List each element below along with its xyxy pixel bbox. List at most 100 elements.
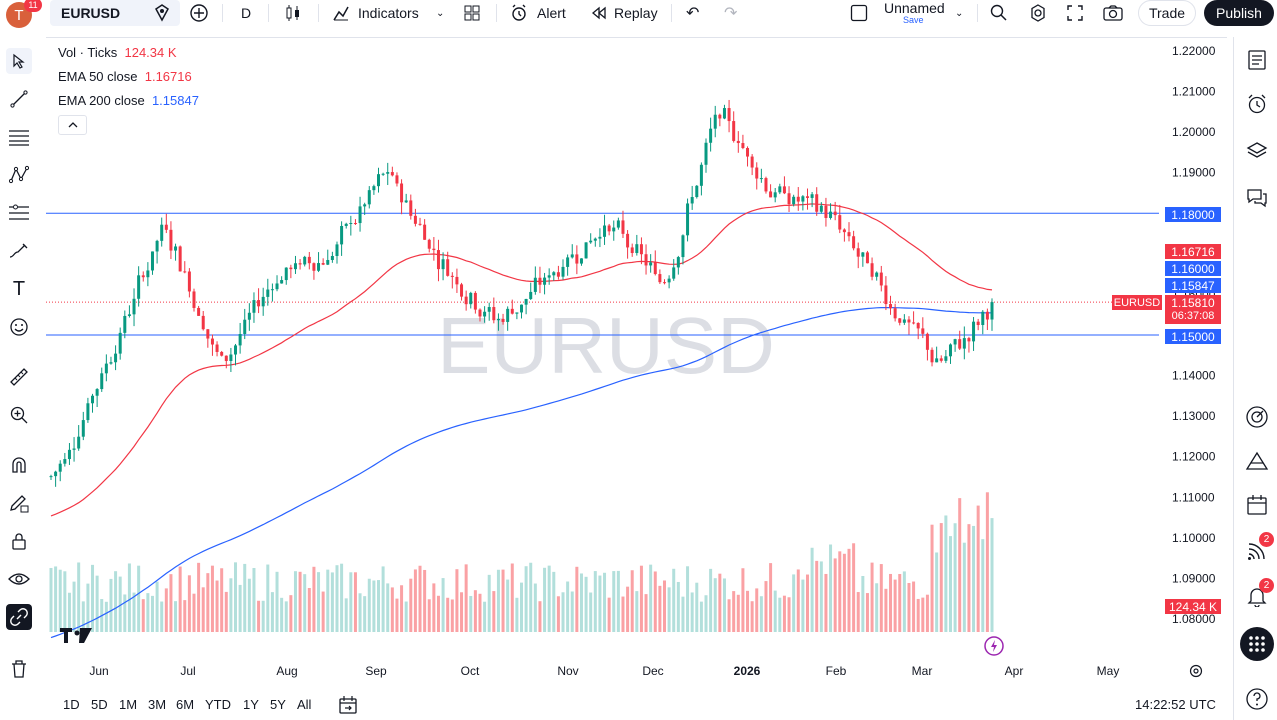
camera-snapshot-icon[interactable]	[1102, 0, 1124, 26]
layout-name[interactable]: Unnamed	[884, 0, 945, 16]
chevron-down-icon[interactable]: ⌄	[955, 7, 964, 19]
help-icon[interactable]	[1244, 686, 1270, 712]
text-tool-icon[interactable]: T	[12, 277, 26, 300]
volume-bar	[746, 590, 750, 632]
timeframe-all[interactable]: All	[297, 697, 312, 712]
layout-save-label[interactable]: Save	[903, 15, 924, 25]
timeframe-1m[interactable]: 1M	[119, 697, 138, 712]
ema50-legend[interactable]: EMA 50 close 1.16716	[58, 69, 192, 84]
candle	[944, 349, 948, 364]
volume-bar	[501, 569, 505, 632]
cursor-icon[interactable]	[6, 48, 32, 74]
volume-legend[interactable]: Vol · Ticks 124.34 K	[58, 45, 177, 60]
candle	[284, 267, 288, 285]
candle	[981, 310, 985, 335]
lock-icon[interactable]	[6, 528, 32, 554]
ruler-icon[interactable]	[6, 364, 32, 390]
ema200-legend[interactable]: EMA 200 close 1.15847	[58, 93, 199, 108]
zoom-in-icon[interactable]	[6, 402, 32, 428]
fib-retracement-icon[interactable]	[6, 124, 32, 150]
candle	[626, 230, 630, 259]
eye-icon[interactable]	[6, 566, 32, 592]
brush-icon[interactable]	[6, 238, 32, 264]
drawing-toolbar: T	[0, 37, 38, 720]
layouts-grid-icon[interactable]	[463, 0, 481, 26]
legend-ema50-value: 1.16716	[144, 69, 192, 84]
chat-icon[interactable]	[1244, 185, 1270, 211]
calendar-icon[interactable]	[1244, 492, 1270, 518]
symbol-watermark: EURUSD	[437, 301, 775, 390]
volume-bar	[635, 591, 639, 632]
apps-grid-icon[interactable]	[1240, 627, 1274, 661]
candle	[464, 290, 468, 311]
timeframe-6m[interactable]: 6M	[176, 697, 195, 712]
candle	[418, 217, 422, 226]
volume-bar	[782, 595, 786, 632]
trend-line-icon[interactable]	[6, 86, 32, 112]
add-symbol-icon[interactable]	[189, 0, 209, 26]
timeframe-1d[interactable]: 1D	[63, 697, 80, 712]
timeframe-1y[interactable]: 1Y	[243, 697, 259, 712]
indicators-button[interactable]: Indicators	[331, 0, 419, 26]
candle-body	[427, 239, 431, 249]
emoji-icon[interactable]	[6, 314, 32, 340]
candle-body	[543, 277, 547, 285]
timeframe-3m[interactable]: 3M	[148, 697, 167, 712]
candle-body	[865, 252, 869, 264]
candle	[662, 279, 666, 285]
chart-pane[interactable]: EURUSD 1.22000 1.21000 1.20000 1.19000 1.180…	[46, 37, 1227, 683]
volume-bar	[948, 536, 952, 632]
layout-checkbox-icon[interactable]	[850, 0, 868, 26]
utc-clock[interactable]: 14:22:52 UTC	[1135, 697, 1216, 712]
trash-icon[interactable]	[6, 656, 32, 682]
fullscreen-icon[interactable]	[1066, 0, 1084, 26]
compare-symbol-icon[interactable]	[152, 0, 172, 26]
timeframe-5y[interactable]: 5Y	[270, 697, 286, 712]
lightning-event-icon[interactable]	[984, 636, 1004, 656]
candle-body	[446, 259, 450, 276]
candle	[921, 317, 925, 339]
date-range-icon[interactable]	[338, 695, 358, 718]
candle	[155, 239, 159, 264]
layers-icon[interactable]	[1244, 138, 1270, 164]
pencil-lock-icon[interactable]	[6, 490, 32, 516]
magnet-icon[interactable]	[6, 452, 32, 478]
target-icon[interactable]	[1244, 404, 1270, 430]
volume-bar	[340, 563, 344, 632]
settings-gear-icon[interactable]	[1028, 0, 1048, 26]
trade-button[interactable]: Trade	[1138, 0, 1196, 26]
redo-icon[interactable]: ↷	[724, 5, 738, 22]
ideas-icon[interactable]	[1244, 448, 1270, 474]
alert-button[interactable]: Alert	[509, 0, 566, 26]
volume-bar	[215, 580, 219, 632]
interval-button[interactable]: D	[241, 5, 252, 21]
alerts-clock-icon[interactable]	[1244, 91, 1270, 117]
candlesticks	[49, 99, 994, 487]
candle-body	[653, 262, 657, 275]
candle-body	[469, 292, 473, 305]
volume-bar	[450, 599, 454, 632]
volume-bar	[653, 571, 657, 632]
link-icon[interactable]	[6, 604, 32, 630]
quick-search-icon[interactable]	[989, 0, 1009, 26]
volume-bar	[293, 571, 297, 632]
candle-body	[197, 307, 201, 316]
replay-button[interactable]: Replay	[590, 0, 658, 26]
timeframe-5d[interactable]: 5D	[91, 697, 108, 712]
collapse-legend-button[interactable]	[58, 115, 87, 135]
publish-button[interactable]: Publish	[1204, 0, 1274, 26]
undo-icon[interactable]: ↶	[686, 5, 700, 22]
forecast-icon[interactable]	[6, 200, 32, 226]
streams-icon[interactable]	[1244, 538, 1270, 564]
pattern-icon[interactable]	[6, 162, 32, 188]
watchlist-icon[interactable]	[1244, 47, 1270, 73]
price-chart[interactable]: EURUSD 1.22000 1.21000 1.20000 1.19000 1.180…	[46, 38, 1227, 684]
timeframe-ytd[interactable]: YTD	[205, 697, 231, 712]
candles-style-icon[interactable]	[284, 0, 302, 26]
candle-body	[907, 319, 911, 323]
volume-bar	[377, 580, 381, 632]
volume-bar	[810, 547, 814, 632]
chevron-down-icon[interactable]: ⌄	[436, 7, 445, 19]
axis-settings-icon[interactable]	[1189, 664, 1203, 678]
volume-bar	[104, 601, 108, 632]
